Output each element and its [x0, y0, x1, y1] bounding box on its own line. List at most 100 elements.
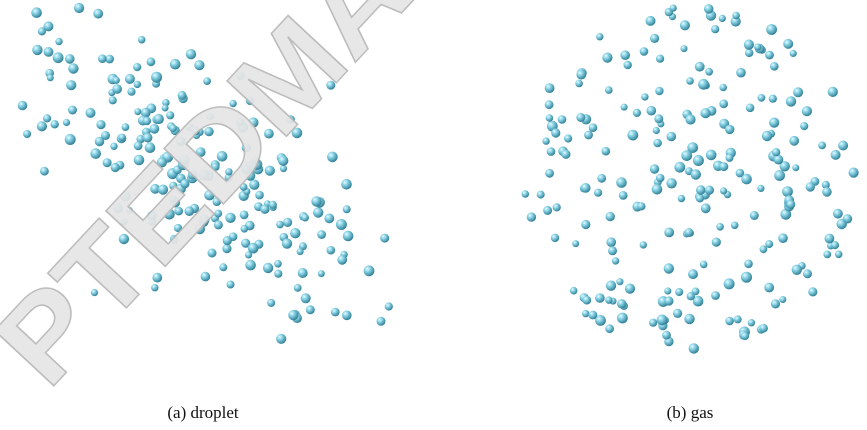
- particle: [711, 291, 720, 300]
- particle: [641, 93, 649, 101]
- particle: [118, 233, 130, 245]
- particle: [808, 287, 818, 297]
- particle: [694, 61, 705, 72]
- particle: [300, 293, 311, 304]
- particle: [147, 210, 157, 221]
- particle: [741, 271, 752, 283]
- particle: [745, 103, 755, 113]
- particle: [363, 265, 375, 277]
- particle: [326, 245, 336, 255]
- particle: [118, 133, 126, 142]
- gas-panel: [521, 4, 859, 354]
- particle: [601, 146, 611, 156]
- particle: [588, 123, 598, 132]
- particle: [127, 87, 136, 96]
- particle: [68, 105, 77, 115]
- particle: [616, 177, 627, 188]
- particle: [50, 120, 59, 129]
- particle: [249, 179, 260, 190]
- particle: [326, 80, 336, 90]
- particle: [337, 254, 348, 265]
- particle: [771, 148, 781, 157]
- particle: [240, 225, 249, 233]
- particle: [149, 124, 160, 134]
- particle: [666, 178, 677, 189]
- particle: [169, 181, 178, 190]
- particle: [542, 137, 550, 145]
- particle: [286, 115, 295, 124]
- particle: [274, 260, 282, 268]
- particle: [327, 151, 338, 163]
- particle: [536, 190, 545, 199]
- particle: [618, 191, 628, 200]
- particle: [342, 230, 354, 242]
- particle: [36, 121, 48, 132]
- particle: [778, 233, 788, 243]
- particle: [245, 96, 255, 105]
- particle: [142, 132, 153, 143]
- particle: [222, 244, 232, 254]
- particle: [93, 8, 104, 19]
- particle: [774, 170, 785, 181]
- particle: [110, 142, 118, 150]
- particle: [177, 90, 187, 100]
- particle: [142, 116, 152, 126]
- particle: [664, 296, 674, 306]
- particle: [274, 269, 283, 278]
- particle: [236, 71, 245, 81]
- particle: [768, 94, 777, 103]
- particle: [311, 196, 322, 207]
- particle: [278, 155, 289, 166]
- particle: [653, 138, 662, 148]
- particle: [222, 236, 232, 246]
- particle: [216, 151, 228, 162]
- particle: [719, 83, 727, 92]
- particle: [704, 185, 715, 195]
- particle: [195, 147, 206, 158]
- droplet-panel: [17, 2, 393, 344]
- particle: [146, 57, 156, 67]
- particle: [789, 49, 797, 58]
- particle: [544, 100, 554, 110]
- particle: [617, 299, 627, 309]
- particle: [239, 183, 248, 191]
- particle: [827, 86, 838, 97]
- particle: [793, 87, 804, 98]
- particle: [823, 250, 832, 259]
- caption: (a) droplet: [167, 403, 239, 422]
- particle: [169, 195, 177, 203]
- particle: [637, 202, 646, 211]
- particle: [137, 35, 146, 44]
- particle: [569, 286, 578, 295]
- particle: [690, 169, 701, 180]
- particle: [747, 319, 756, 327]
- particle: [214, 209, 223, 218]
- particle: [245, 251, 253, 259]
- particle: [120, 191, 131, 202]
- particle: [174, 206, 183, 216]
- particle: [150, 183, 161, 194]
- particle: [754, 43, 762, 51]
- particle: [120, 218, 128, 226]
- particle: [90, 148, 101, 159]
- particle: [675, 288, 684, 296]
- particle: [624, 283, 636, 294]
- particle: [241, 238, 251, 248]
- particle: [545, 168, 554, 178]
- particle: [639, 47, 649, 56]
- particle: [66, 80, 77, 91]
- particle: [213, 220, 223, 230]
- particle: [783, 38, 794, 49]
- particle: [655, 173, 665, 183]
- particle: [545, 114, 554, 122]
- particle: [611, 257, 620, 265]
- particle: [23, 130, 32, 138]
- particle: [224, 173, 233, 182]
- particle: [725, 153, 734, 162]
- particle: [157, 184, 169, 195]
- particle: [32, 44, 43, 56]
- particle: [152, 272, 163, 283]
- particle: [749, 211, 759, 220]
- particle: [698, 78, 709, 90]
- particle: [620, 50, 630, 60]
